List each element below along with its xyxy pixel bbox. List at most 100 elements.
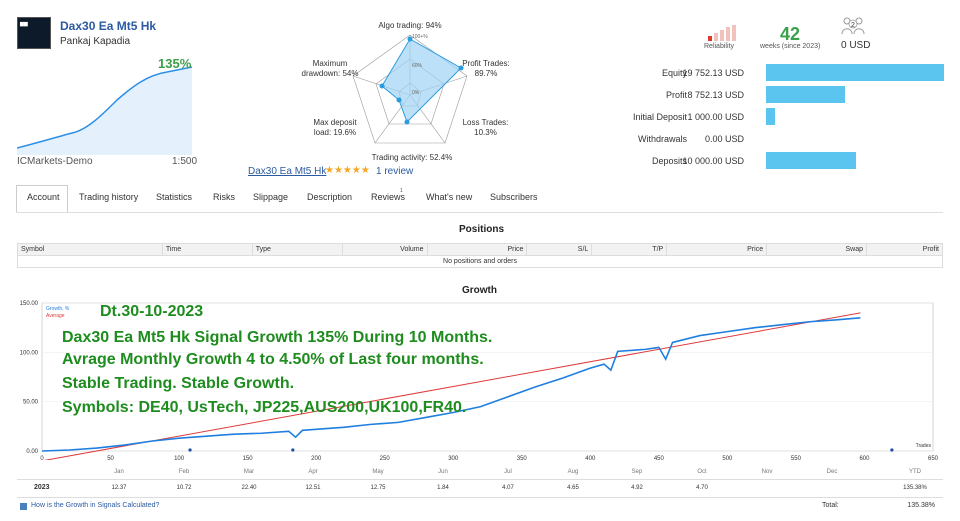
col-price-current[interactable]: Price — [666, 243, 768, 256]
help-icon — [20, 503, 27, 510]
x-tick-label: 550 — [791, 456, 802, 460]
mini-growth-chart — [17, 66, 193, 155]
year-label: 2023 — [34, 484, 50, 491]
balance-label: Equity — [661, 68, 687, 78]
x-tick-label: 0 — [40, 456, 44, 460]
x-tick-label: 50 — [107, 456, 114, 460]
growth-line — [41, 317, 861, 452]
month-label: Dec — [826, 469, 838, 475]
rating-stars: ★★★★★ — [325, 165, 370, 176]
balance-value: 0.00 USD — [704, 134, 744, 144]
month-value: 4.65 — [567, 485, 579, 491]
tab-subscribers[interactable]: Subscribers — [490, 192, 538, 202]
month-value: 10.72 — [176, 485, 192, 491]
reviews-tab-badge: 1 — [400, 188, 403, 194]
col-profit[interactable]: Profit — [865, 243, 944, 256]
month-value: 12.75 — [370, 485, 386, 491]
col-swap[interactable]: Swap — [766, 243, 867, 256]
month-label: Apr — [308, 469, 318, 475]
signal-title[interactable]: Dax30 Ea Mt5 Hk — [60, 19, 157, 33]
positions-table: Symbol Time Type Volume Price S/L T/P Pr… — [17, 243, 944, 268]
positions-header-row: Symbol Time Type Volume Price S/L T/P Pr… — [17, 243, 944, 256]
x-tick-label: 650 — [928, 456, 939, 460]
col-symbol[interactable]: Symbol — [17, 243, 163, 256]
account-type[interactable]: ICMarkets-Demo — [17, 156, 93, 167]
reliability-bars-icon — [708, 25, 736, 41]
positions-empty: No positions and orders — [17, 255, 943, 268]
y-tick-label: 0.00 — [26, 449, 38, 455]
radar-chart: 100+% 60% 0% — [352, 34, 468, 144]
month-label: Jan — [114, 469, 124, 475]
signal-avatar[interactable]: ▆▆ — [17, 17, 51, 49]
col-time[interactable]: Time — [161, 243, 253, 256]
balance-label: Profit — [665, 90, 687, 100]
month-label: YTD — [909, 469, 921, 475]
month-value: 135.38% — [903, 485, 927, 491]
x-tick-label: 100 — [174, 456, 185, 460]
tab-whats-new[interactable]: What's new — [426, 192, 473, 202]
radar-label-loss: Loss Trades: 10.3% — [458, 118, 513, 138]
month-label: Sep — [631, 469, 643, 475]
balance-bar — [766, 108, 775, 125]
balance-bar — [766, 152, 856, 169]
radar-label-algo: Algo trading: 94% — [378, 21, 442, 30]
radar-point-profit — [458, 65, 464, 71]
balance-label: Withdrawals — [637, 134, 687, 144]
tab-trading-history[interactable]: Trading history — [79, 192, 139, 202]
radar-point-maxdep — [396, 97, 402, 103]
month-value: 22.40 — [241, 485, 257, 491]
month-label: Jul — [504, 469, 512, 475]
radar-label-drawdown: Maximum drawdown: 54% — [295, 59, 365, 79]
y-tick-label: 150.00 — [20, 301, 39, 307]
radar-label-profit-line2: 89.7% — [474, 69, 498, 78]
growth-chart: 150.00 100.00 50.00 0.000 50 100 150 200 250 300 3… — [20, 301, 939, 460]
positions-title: Positions — [459, 224, 505, 235]
radar-label-loss-line1: Loss Trades: — [462, 118, 509, 127]
col-type[interactable]: Type — [251, 243, 343, 256]
subscribers-value: 0 USD — [841, 40, 871, 51]
growth-help-link[interactable]: How is the Growth in Signals Calculated? — [31, 502, 160, 509]
col-sl[interactable]: S/L — [526, 243, 593, 256]
x-tick-label: 400 — [585, 456, 596, 460]
tab-slippage[interactable]: Slippage — [253, 192, 289, 202]
month-value: 4.92 — [631, 485, 643, 491]
radar-label-maxdep-line2: load: 19.6% — [313, 128, 357, 137]
overlay-line-4: Symbols: DE40, UsTech, JP225,AUS200,UK10… — [62, 399, 467, 416]
tab-reviews[interactable]: Reviews — [371, 192, 406, 202]
legend-growth: Growth, % — [46, 306, 70, 312]
tab-risks[interactable]: Risks — [213, 192, 235, 202]
balance-value: 19 752.13 USD — [682, 68, 744, 78]
total-label: Total: — [822, 502, 839, 509]
radar-label-profit: Profit Trades: 89.7% — [456, 59, 516, 79]
radar-point-algo — [407, 36, 413, 42]
col-volume[interactable]: Volume — [341, 243, 428, 256]
reviews-link[interactable]: 1 review — [376, 166, 414, 177]
tab-statistics[interactable]: Statistics — [156, 192, 193, 202]
month-label: Nov — [761, 469, 773, 475]
month-label: Oct — [697, 469, 707, 475]
month-label: May — [372, 469, 384, 475]
y-tick-label: 100.00 — [20, 350, 39, 356]
month-label: Mar — [243, 469, 255, 475]
col-price[interactable]: Price — [426, 243, 528, 256]
growth-percent: 135% — [158, 56, 192, 71]
x-tick-label: 200 — [311, 456, 322, 460]
weeks-value: 42 — [780, 24, 801, 44]
x-axis-label: Trades — [916, 443, 932, 449]
month-value: 4.70 — [696, 485, 708, 491]
reliability-label: Reliability — [704, 43, 734, 50]
radar-label-maxdep: Max deposit load: 19.6% — [305, 118, 365, 138]
author-name[interactable]: Pankaj Kapadia — [60, 36, 131, 47]
tab-description[interactable]: Description — [307, 192, 353, 202]
x-tick-label: 600 — [859, 456, 870, 460]
col-tp[interactable]: T/P — [591, 243, 668, 256]
radar-scale-60: 60% — [412, 63, 423, 69]
radar-label-activity: Trading activity: 52.4% — [371, 153, 453, 162]
month-label: Aug — [567, 469, 579, 475]
signal-link[interactable]: Dax30 Ea Mt5 Hk — [248, 166, 327, 177]
tab-account[interactable]: Account — [27, 192, 60, 202]
radar-label-loss-line2: 10.3% — [474, 128, 497, 137]
x-tick-label: 250 — [380, 456, 391, 460]
balance-value: 8 752.13 USD — [687, 90, 744, 100]
avatar-art: ▆▆ — [20, 21, 28, 27]
